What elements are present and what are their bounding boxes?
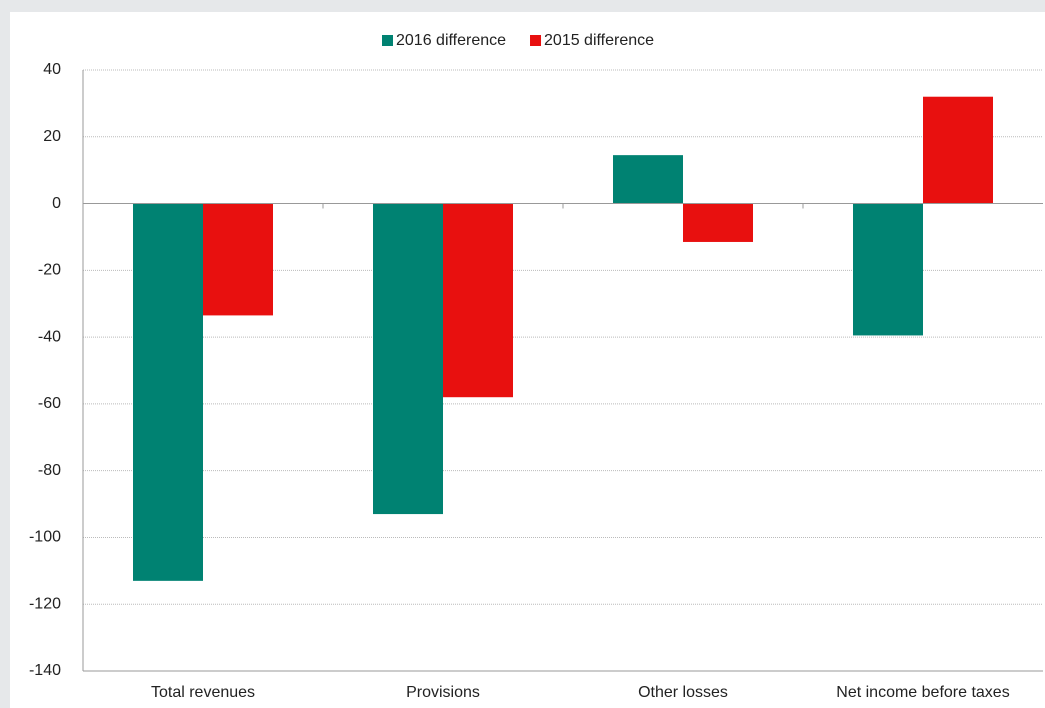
y-tick-label: -20 <box>38 262 61 279</box>
y-tick-label: 40 <box>43 61 61 78</box>
legend-swatch <box>530 35 542 46</box>
bar <box>373 203 443 515</box>
bar <box>203 203 273 316</box>
y-tick-label: -80 <box>38 462 61 479</box>
y-tick-label: -140 <box>29 662 61 679</box>
bar <box>443 203 513 398</box>
y-tick-label: -60 <box>38 395 61 412</box>
y-tick-label: -120 <box>29 595 61 612</box>
y-tick-label: 20 <box>43 128 61 145</box>
legend-swatch <box>382 35 393 46</box>
x-tick-label: Other losses <box>638 684 728 701</box>
y-tick-label: -40 <box>38 328 61 345</box>
legend-label: 2016 difference <box>396 32 506 49</box>
y-tick-label: -100 <box>29 529 61 546</box>
x-tick-label: Net income before taxes <box>836 684 1009 701</box>
y-tick-label: 0 <box>52 195 61 212</box>
bar <box>923 96 993 204</box>
bar <box>133 203 203 581</box>
bar <box>683 203 753 242</box>
legend-label: 2015 difference <box>544 32 654 49</box>
bar <box>613 155 683 204</box>
x-tick-label: Total revenues <box>151 684 255 701</box>
bar <box>853 203 923 336</box>
x-tick-label: Provisions <box>406 684 480 701</box>
